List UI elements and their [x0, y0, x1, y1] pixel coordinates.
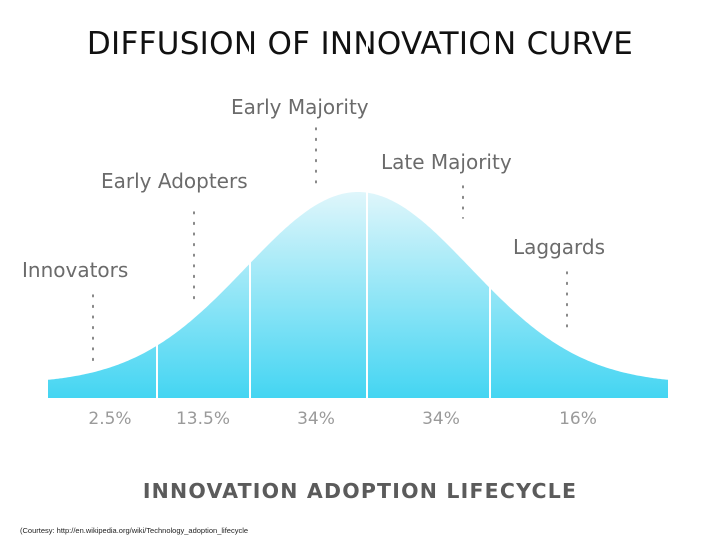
- percent-innovators: 2.5%: [88, 409, 131, 429]
- percent-laggards: 16%: [559, 409, 597, 429]
- slide-title: DIFFUSION OF INNOVATION CURVE: [86, 26, 634, 62]
- segment-label-early-adopters: Early Adopters: [101, 169, 248, 193]
- bell-curve-area: [48, 192, 668, 398]
- percent-early-adopters: 13.5%: [176, 409, 230, 429]
- segment-label-laggards: Laggards: [513, 235, 605, 259]
- segment-label-innovators: Innovators: [22, 258, 128, 282]
- courtesy-note: (Courtesy: http://en.wikipedia.org/wiki/…: [20, 526, 249, 535]
- percent-early-majority: 34%: [297, 409, 335, 429]
- adoption-curve-diagram: Innovators Early Adopters Early Majority…: [22, 95, 668, 429]
- percent-late-majority: 34%: [422, 409, 460, 429]
- segment-label-early-majority: Early Majority: [231, 95, 369, 119]
- segment-label-late-majority: Late Majority: [381, 150, 512, 174]
- diagram-title: INNOVATION ADOPTION LIFECYCLE: [142, 479, 578, 503]
